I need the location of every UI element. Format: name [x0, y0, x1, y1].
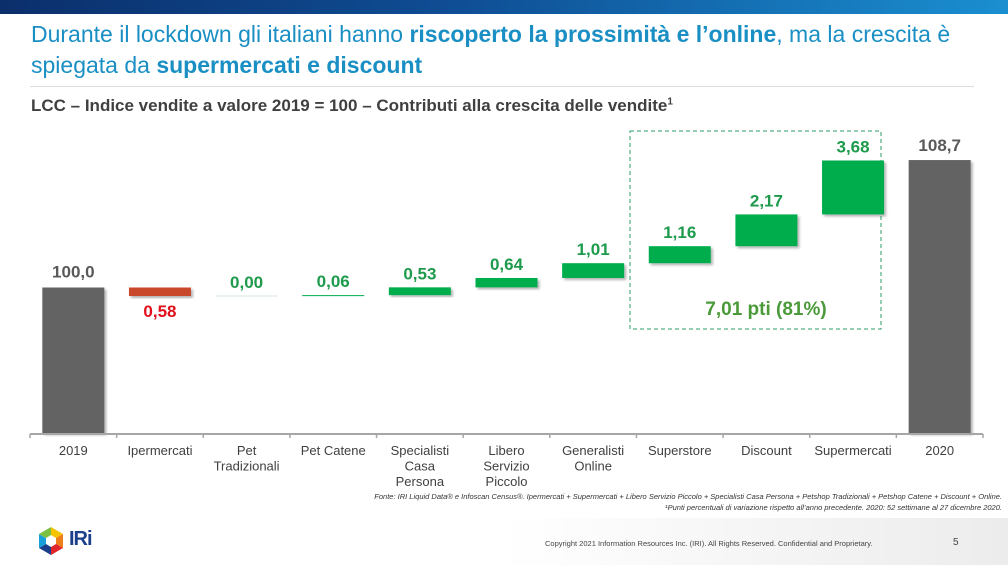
- x-tick-label-line: Supermercati: [814, 443, 891, 458]
- footer-band: [500, 518, 1008, 565]
- x-tick-label-line: Libero: [488, 443, 524, 458]
- subtitle-footnote-mark: 1: [667, 96, 673, 108]
- x-tick-label-line: 2020: [925, 443, 954, 458]
- x-tick-label-libero-servizio-piccolo: Libero Servizio Piccolo: [483, 443, 529, 489]
- x-tick-label-generalisti-online: Generalisti Online: [562, 443, 624, 474]
- x-tick-label-line: Specialisti: [391, 443, 450, 458]
- bar-libero-servizio-piccolo: [475, 277, 538, 288]
- x-tick-label-line: Discount: [741, 443, 792, 458]
- x-tick-label-ipermercati: Ipermercati: [127, 443, 192, 458]
- data-label-pet-tradizionali: 0,00: [230, 273, 263, 292]
- x-tick-label-line: Superstore: [648, 443, 712, 458]
- title-part-1: riscoperto la prossimità e l’online: [409, 21, 777, 47]
- title-part-0: Durante il lockdown gli italiani hanno: [31, 21, 410, 47]
- data-label-pet-catene: 0,06: [317, 272, 350, 291]
- annotation-total-contribution: 7,01 pti (81%): [705, 299, 826, 320]
- subtitle-text: LCC – Indice vendite a valore 2019 = 100…: [31, 96, 668, 115]
- page-title: Durante il lockdown gli italiani hanno r…: [31, 19, 991, 81]
- page-number: 5: [953, 537, 959, 548]
- logo-text: IRi: [69, 528, 93, 550]
- x-tick-label-superstore: Superstore: [648, 443, 712, 458]
- data-label-ipermercati: 0,58: [143, 302, 176, 321]
- x-tick-label-2020: 2020: [925, 443, 954, 458]
- highlight-box: [629, 130, 882, 330]
- data-label-supermercati: 3,68: [836, 137, 869, 156]
- data-label-superstore: 1,16: [663, 223, 696, 242]
- source-footnote: Fonte: IRI Liquid Data® e Infoscan Censu…: [374, 492, 1002, 501]
- x-tick-label-pet-tradizionali: Pet Tradizionali: [214, 443, 280, 474]
- bar-2020: [908, 160, 971, 433]
- title-part-3: supermercati e discount: [156, 52, 423, 78]
- x-tick-label-pet-catene: Pet Catene: [301, 443, 366, 458]
- bar-specialisti-casa-persona: [388, 287, 451, 296]
- title-divider: [30, 86, 974, 87]
- x-tick-label-2019: 2019: [59, 443, 88, 458]
- bar-generalisti-online: [562, 263, 625, 278]
- data-label-2019: 100,0: [52, 263, 95, 282]
- variation-footnote: ¹Punti percentuali di variazione rispett…: [665, 503, 1002, 512]
- data-label-2020: 108,7: [918, 136, 961, 155]
- data-label-libero-servizio-piccolo: 0,64: [490, 255, 524, 274]
- waterfall-chart: 100,0 0,58 0,00 0,06 0,53 0,64 1,01 1,16 2,17 3,6…: [29, 130, 984, 489]
- bar-pet-catene: [302, 295, 365, 297]
- bar-discount: [735, 214, 798, 247]
- x-tick-label-line: Pet Catene: [301, 443, 366, 458]
- x-tick-label-line: Online: [574, 459, 612, 474]
- x-tick-label-line: Piccolo: [486, 474, 528, 489]
- data-label-generalisti-online: 1,01: [577, 240, 610, 259]
- data-label-discount: 2,17: [750, 191, 783, 210]
- chart-subtitle: LCC – Indice vendite a valore 2019 = 100…: [31, 96, 673, 116]
- title-part-2: , ma la crescita è spiegata da: [31, 21, 951, 78]
- top-banner: [0, 0, 1008, 14]
- iri-logo-icon: [39, 527, 63, 555]
- x-tick-label-line: Tradizionali: [214, 459, 280, 474]
- x-tick-label-supermercati: Supermercati: [814, 443, 891, 458]
- x-tick-label-line: Pet: [237, 443, 257, 458]
- copyright-text: Copyright 2021 Information Resources Inc…: [545, 539, 873, 548]
- bar-2019: [42, 287, 105, 433]
- data-label-specialisti-casa-persona: 0,53: [403, 264, 436, 283]
- x-tick-label-line: Servizio: [483, 459, 529, 474]
- x-tick-label-discount: Discount: [741, 443, 792, 458]
- bar-supermercati: [822, 160, 885, 215]
- x-tick-label-line: Casa: [405, 459, 436, 474]
- x-tick-label-line: Generalisti: [562, 443, 624, 458]
- x-tick-label-line: 2019: [59, 443, 88, 458]
- x-tick-label-specialisti-casa-persona: Specialisti Casa Persona: [391, 443, 450, 489]
- bar-superstore: [648, 246, 711, 264]
- x-tick-label-line: Ipermercati: [127, 443, 192, 458]
- bar-ipermercati: [128, 287, 191, 296]
- x-tick-label-line: Persona: [396, 474, 445, 489]
